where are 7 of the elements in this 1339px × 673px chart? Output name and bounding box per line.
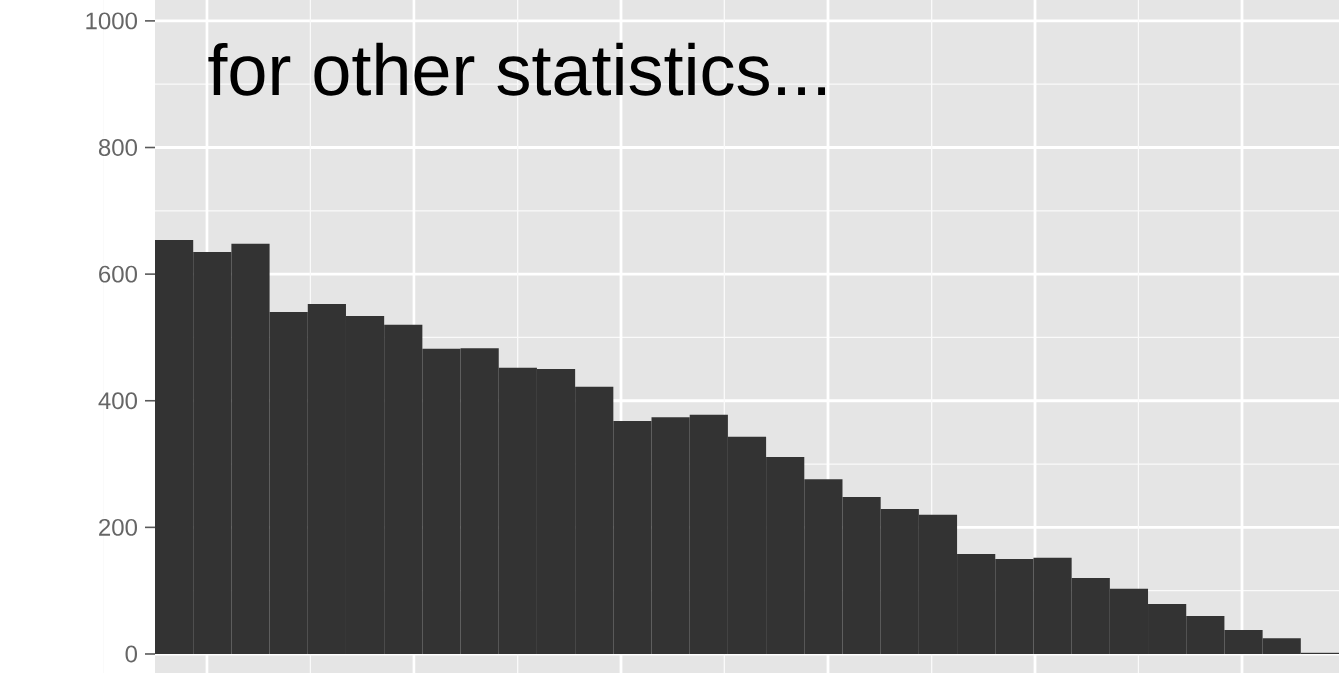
annotation: for other statistics... xyxy=(208,42,825,96)
y-tick-label: 1000 xyxy=(86,12,137,30)
y-tick-label: 800 xyxy=(98,139,138,156)
y-tick-label: 400 xyxy=(98,392,138,410)
y-tick-label: 0 xyxy=(125,645,138,663)
y-tick-label: 200 xyxy=(99,518,138,536)
y-tick-label: 600 xyxy=(99,265,138,283)
